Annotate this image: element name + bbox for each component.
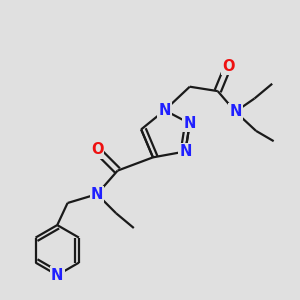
Text: N: N [184,116,196,131]
Text: O: O [91,142,103,158]
Text: N: N [179,144,191,159]
Text: O: O [222,58,234,74]
Text: N: N [91,187,103,202]
Text: N: N [51,268,63,283]
Text: N: N [158,103,171,118]
Text: N: N [229,104,242,119]
